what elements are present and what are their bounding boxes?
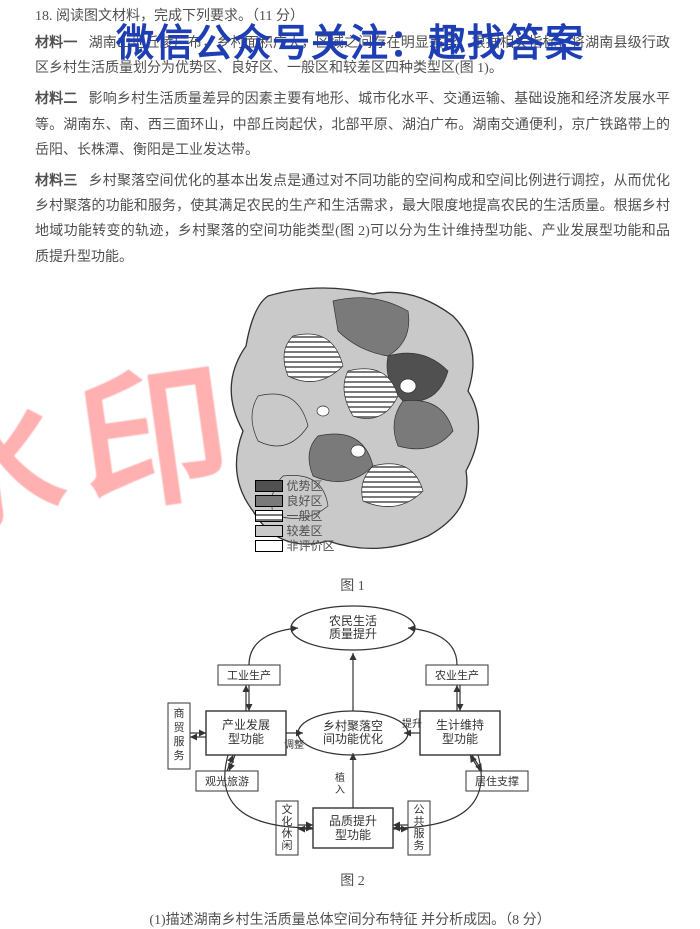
material-2-text: 影响乡村生活质量差异的因素主要有地形、城市化水平、交通运输、基础设施和经济发展水… [35,92,670,157]
overlay-banner-text: 微信公众号关注：趣找答案 [116,23,584,65]
figure-2: 农民生活 质量提升 乡村聚落空 间功能优化 工业生产 农业生产 产业发展 型功能… [35,603,670,890]
material-2: 材料二 影响乡村生活质量差异的因素主要有地形、城市化水平、交通运输、基础设施和经… [35,87,670,163]
sub-question-1: (1)描述湖南乡村生活质量总体空间分布特征 并分析成因。（8 分） [0,909,700,929]
material-3: 材料三 乡村聚落空间优化的基本出发点是通过对不同功能的空间构成和空间比例进行调控… [35,169,670,270]
svg-text:调整: 调整 [284,738,304,751]
page-body: 18. 阅读图文材料，完成下列要求。（11 分） 材料一 湖南山地丘陵广布，乡村… [0,0,700,903]
flow-container: 农民生活 质量提升 乡村聚落空 间功能优化 工业生产 农业生产 产业发展 型功能… [138,603,568,861]
svg-text:务: 务 [173,749,184,762]
svg-text:品质提升: 品质提升 [328,813,376,828]
svg-text:闲: 闲 [281,838,292,852]
swatch-good [255,495,283,507]
legend-label: 良好区 [287,494,323,509]
svg-text:提升: 提升 [402,718,422,730]
svg-text:商: 商 [173,706,184,720]
flow-svg: 农民生活 质量提升 乡村聚落空 间功能优化 工业生产 农业生产 产业发展 型功能… [138,603,568,861]
swatch-advantage [255,480,283,492]
svg-text:型功能: 型功能 [334,828,370,842]
swatch-general [255,510,283,522]
material-3-text: 乡村聚落空间优化的基本出发点是通过对不同功能的空间构成和空间比例进行调控，从而优… [35,174,670,265]
material-3-label: 材料三 [35,174,78,189]
svg-text:贸: 贸 [173,721,184,734]
svg-text:型功能: 型功能 [227,732,263,746]
svg-text:型功能: 型功能 [441,732,477,746]
legend-label: 优势区 [287,479,323,494]
figure-1: 优势区 良好区 一般区 较差区 非评价区 [35,276,670,595]
svg-text:产业发展: 产业发展 [221,717,269,732]
svg-text:工业生产: 工业生产 [227,668,271,682]
svg-text:务: 务 [413,839,424,852]
legend-item: 非评价区 [255,539,366,554]
legend-item: 良好区 [255,494,366,509]
svg-text:文: 文 [281,802,292,816]
swatch-poor [255,525,283,537]
svg-text:入: 入 [335,785,345,796]
svg-text:质量提升: 质量提升 [328,626,376,641]
svg-text:植: 植 [335,771,345,784]
legend-label: 较差区 [287,524,323,539]
svg-text:公: 公 [413,804,424,816]
map-container: 优势区 良好区 一般区 较差区 非评价区 [198,276,508,566]
svg-text:观光旅游: 观光旅游 [205,774,249,788]
svg-text:农民生活: 农民生活 [328,614,376,628]
legend-item: 较差区 [255,524,366,539]
map-legend: 优势区 良好区 一般区 较差区 非评价区 [253,477,368,556]
svg-text:乡村聚落空: 乡村聚落空 [322,719,382,733]
swatch-noneval [255,540,283,552]
figure-1-caption: 图 1 [35,575,670,595]
overlay-banner: 微信公众号关注：趣找答案 [0,12,700,67]
material-2-label: 材料二 [35,92,78,107]
svg-text:农业生产: 农业生产 [435,668,479,682]
legend-label: 一般区 [287,509,323,524]
svg-text:服: 服 [173,735,184,748]
svg-text:生计维持: 生计维持 [435,717,483,732]
legend-label: 非评价区 [287,539,335,554]
legend-item: 优势区 [255,479,366,494]
svg-text:间功能优化: 间功能优化 [322,732,382,746]
figure-2-caption: 图 2 [35,870,670,890]
svg-text:休: 休 [281,827,292,840]
svg-text:服: 服 [413,827,424,840]
legend-item: 一般区 [255,509,366,524]
